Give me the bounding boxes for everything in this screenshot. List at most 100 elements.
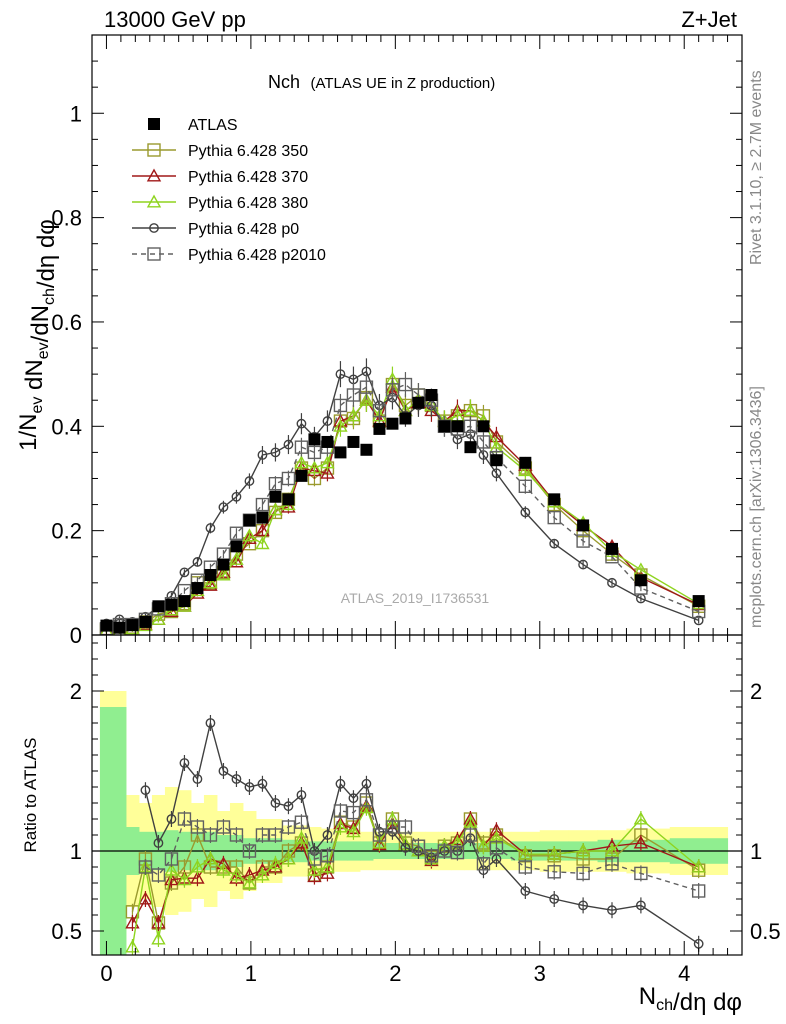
data-point <box>164 862 179 876</box>
data-point <box>268 476 283 491</box>
data-point <box>256 511 269 524</box>
data-point <box>335 369 346 380</box>
data-point <box>320 865 335 879</box>
data-point <box>335 778 346 789</box>
data-point <box>463 419 478 434</box>
data-point <box>294 815 309 829</box>
ratio-plot-series <box>125 715 706 955</box>
data-point <box>242 875 257 889</box>
x-tick-label: 3 <box>534 961 546 986</box>
subscript: ev <box>35 342 52 359</box>
data-point <box>164 852 179 866</box>
analysis-watermark: ATLAS_2019_I1736531 <box>341 590 490 606</box>
data-point <box>450 845 465 860</box>
data-point <box>190 870 205 884</box>
ratio-plot-frame <box>91 634 743 956</box>
data-point <box>372 828 387 842</box>
data-point <box>518 479 533 494</box>
data-point <box>229 554 244 568</box>
data-point <box>398 820 413 834</box>
legend-label: ATLAS <box>188 117 238 134</box>
data-point <box>359 793 374 807</box>
data-point <box>333 804 348 818</box>
data-point <box>255 536 270 550</box>
legend-label: Pythia 6.428 380 <box>188 195 308 212</box>
legend-entry-pythia-6-428-p2010: Pythia 6.428 p2010 <box>132 247 326 264</box>
data-point <box>634 574 647 587</box>
data-point <box>281 820 296 834</box>
data-point <box>320 849 335 863</box>
data-point <box>385 383 400 397</box>
data-point <box>520 507 531 518</box>
data-point <box>576 866 590 881</box>
text-run: dN <box>21 359 48 396</box>
ratio-y-axis-title: Ratio to ATLAS <box>21 738 40 853</box>
data-point <box>399 412 412 425</box>
data-point <box>138 860 153 874</box>
data-point <box>549 538 560 549</box>
data-point <box>307 869 322 883</box>
data-point <box>605 857 619 871</box>
main-plot-title: Nch (ATLAS UE in Z production) <box>268 72 495 92</box>
data-point <box>294 830 309 844</box>
data-point <box>205 523 216 533</box>
data-point <box>151 868 166 882</box>
data-point <box>231 491 242 502</box>
data-point <box>575 843 591 857</box>
ratio-y-tick-label-left: 1 <box>70 839 82 864</box>
data-point <box>519 456 532 469</box>
data-point <box>578 900 589 911</box>
data-point <box>125 939 140 953</box>
main-plot-series <box>99 358 706 635</box>
data-point <box>269 490 282 503</box>
main-y-tick-label: 0.6 <box>51 310 82 335</box>
data-point <box>372 403 387 418</box>
data-point <box>281 499 296 513</box>
data-point <box>230 540 243 553</box>
data-point <box>518 860 533 874</box>
ratio-y-tick-label-left: 2 <box>70 679 82 704</box>
data-point <box>190 820 205 834</box>
data-point <box>607 905 617 916</box>
data-point <box>322 830 333 840</box>
data-point <box>296 418 307 429</box>
data-point <box>218 766 229 776</box>
text-run: /dη dφ <box>33 219 60 288</box>
data-point <box>398 377 413 392</box>
legend-entry-pythia-6-428-380: Pythia 6.428 380 <box>132 194 308 212</box>
data-point <box>229 828 244 842</box>
data-point <box>216 862 231 876</box>
data-point <box>451 420 464 433</box>
data-point <box>633 835 649 849</box>
data-point <box>149 223 159 233</box>
series-pythia-6-428-p0 <box>140 715 704 952</box>
data-point <box>140 785 151 796</box>
data-point <box>166 814 177 824</box>
data-point <box>147 247 161 261</box>
x-tick-label: 1 <box>245 961 257 986</box>
main-y-axis-title: 1/Nev dNev/dNch/dη dφ <box>15 219 60 451</box>
data-point <box>635 900 646 911</box>
data-point <box>361 778 372 789</box>
data-point <box>125 915 140 929</box>
legend-label: Pythia 6.428 p0 <box>188 221 299 238</box>
rivet-version-label: Rivet 3.1.10, ≥ 2.7M events <box>748 70 765 265</box>
x-tick-label: 4 <box>678 961 690 986</box>
data-point <box>307 862 322 876</box>
data-point <box>281 471 296 486</box>
data-point <box>437 844 452 858</box>
text-run: N <box>639 983 656 1010</box>
data-point <box>346 824 361 838</box>
data-point <box>346 805 361 820</box>
data-point <box>270 447 281 458</box>
data-point <box>191 582 204 595</box>
main-plot-title-text: Nch <box>268 72 300 92</box>
data-point <box>320 465 335 479</box>
header-right-label: Z+Jet <box>681 7 737 32</box>
data-point <box>360 443 373 456</box>
data-point <box>146 194 162 208</box>
data-point <box>281 851 296 865</box>
data-point <box>518 463 533 477</box>
data-point <box>547 846 562 860</box>
data-point <box>153 838 164 848</box>
